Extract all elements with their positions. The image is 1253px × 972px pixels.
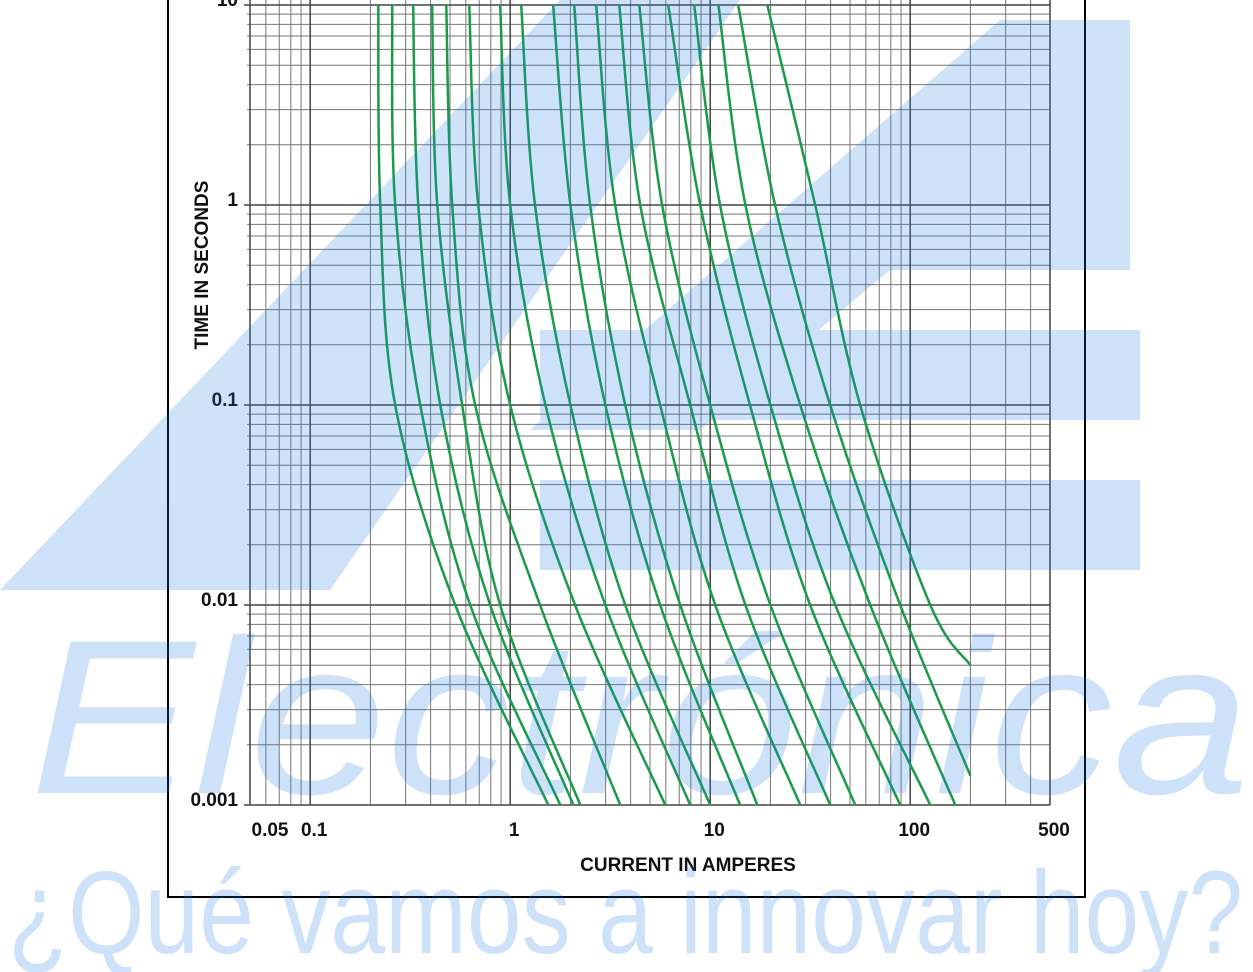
grid xyxy=(244,0,1051,806)
watermark-shape xyxy=(540,480,1140,570)
x-tick-label: 500 xyxy=(1038,820,1070,841)
x-tick-label: 0.05 xyxy=(252,820,289,841)
y-tick-label: 0.001 xyxy=(190,790,238,811)
fuse-curve xyxy=(667,4,902,806)
watermark-slogan: ¿Qué vamos a innovar hoy? xyxy=(8,847,1243,972)
labels: CURRENT IN AMPERES TIME IN SECONDS 0.05 0… xyxy=(190,0,1069,876)
watermark-text: Electrónica xyxy=(30,594,1250,840)
fuse-curve xyxy=(638,4,857,806)
watermark-shape xyxy=(0,0,740,590)
fuse-curve xyxy=(766,4,972,666)
y-tick-label: 0.1 xyxy=(212,390,239,411)
fuse-curve xyxy=(736,4,972,777)
fuse-curve xyxy=(594,4,802,806)
fuse-curve xyxy=(467,4,667,806)
x-tick-label: 10 xyxy=(704,820,725,841)
frame xyxy=(167,0,1086,898)
fuse-curve xyxy=(618,4,832,806)
fuse-curve xyxy=(390,4,562,806)
fuse-curve xyxy=(717,4,957,806)
fuse-curve xyxy=(498,4,692,806)
y-tick-label: 0.01 xyxy=(201,590,238,611)
fuse-curve xyxy=(430,4,582,806)
fuse-curve xyxy=(411,4,575,806)
fuse-curve xyxy=(445,4,622,806)
fuse-curve xyxy=(519,4,712,806)
fuse-curve xyxy=(377,4,550,806)
y-tick-label: 10 xyxy=(217,0,238,11)
y-axis-label: TIME IN SECONDS xyxy=(192,181,213,350)
x-tick-label: 1 xyxy=(509,820,520,841)
y-tick-label: 1 xyxy=(227,190,238,211)
watermark-shape xyxy=(540,330,1140,420)
watermark-shape xyxy=(530,20,1130,430)
x-tick-label: 0.1 xyxy=(301,820,328,841)
fuse-curve xyxy=(692,4,932,806)
fuse-curve xyxy=(572,4,759,806)
x-tick-label: 100 xyxy=(898,820,930,841)
x-axis-label: CURRENT IN AMPERES xyxy=(580,855,796,876)
fuse-curve xyxy=(551,4,742,806)
curves xyxy=(377,4,972,806)
